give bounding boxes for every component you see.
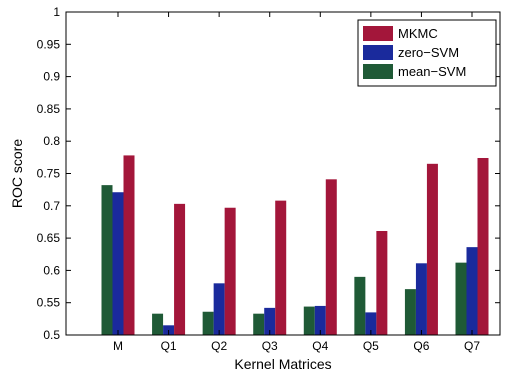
- bar-q3-mean-svm: [253, 313, 265, 335]
- x-tick-label: M: [113, 339, 123, 353]
- x-tick-label: Q2: [211, 339, 227, 353]
- bar-q2-zero-svm: [213, 283, 225, 335]
- y-tick-label: 0.85: [37, 102, 61, 116]
- bar-q4-mkmc: [325, 179, 337, 335]
- y-tick-label: 0.7: [43, 199, 60, 213]
- bar-q7-mkmc: [477, 157, 489, 335]
- legend-label: mean−SVM: [398, 64, 466, 79]
- legend-swatch: [363, 64, 393, 79]
- y-tick-label: 0.9: [43, 70, 60, 84]
- x-tick-label: Q4: [312, 339, 328, 353]
- y-tick-label: 1: [53, 5, 60, 19]
- bar-q5-mean-svm: [354, 276, 366, 335]
- x-tick-label: Q3: [262, 339, 278, 353]
- x-tick-label: Q1: [161, 339, 177, 353]
- y-tick-label: 0.65: [37, 231, 61, 245]
- bar-q6-mean-svm: [404, 289, 416, 335]
- y-tick-label: 0.75: [37, 167, 61, 181]
- x-tick-label: Q7: [464, 339, 480, 353]
- bar-q2-mean-svm: [202, 311, 214, 335]
- bar-q1-mkmc: [174, 203, 186, 335]
- bar-m-zero-svm: [112, 192, 124, 335]
- x-tick-label: Q6: [413, 339, 429, 353]
- bar-m-mean-svm: [101, 185, 113, 335]
- bar-q4-zero-svm: [314, 305, 326, 335]
- legend-swatch: [363, 26, 393, 41]
- y-tick-label: 0.5: [43, 328, 60, 342]
- y-tick-label: 0.95: [37, 37, 61, 51]
- bar-q4-mean-svm: [303, 306, 315, 335]
- y-tick-label: 0.8: [43, 134, 60, 148]
- y-axis-label: ROC score: [9, 139, 25, 208]
- x-axis-label: Kernel Matrices: [234, 356, 331, 372]
- bar-q7-mean-svm: [455, 262, 467, 335]
- y-tick-label: 0.55: [37, 296, 61, 310]
- x-axis-ticks: M Q1 Q2 Q3 Q4 Q5 Q6 Q7: [113, 12, 480, 353]
- bar-m-mkmc: [123, 155, 135, 335]
- bar-q2-mkmc: [224, 207, 236, 335]
- x-tick-label: Q5: [363, 339, 379, 353]
- legend-swatch: [363, 45, 393, 60]
- y-tick-label: 0.6: [43, 263, 60, 277]
- bar-q5-mkmc: [376, 230, 388, 335]
- bar-q6-mkmc: [426, 163, 438, 335]
- bar-q7-zero-svm: [466, 247, 478, 335]
- bars-group: [101, 155, 489, 335]
- legend-label: MKMC: [398, 26, 438, 41]
- bar-q5-zero-svm: [365, 312, 377, 335]
- bar-q1-mean-svm: [152, 313, 164, 335]
- bar-q6-zero-svm: [415, 263, 427, 335]
- bar-q3-mkmc: [275, 200, 287, 335]
- y-axis-ticks: 0.5 0.55 0.6 0.65 0.7 0.75 0.8 0.85 0.9 0.95 1: [37, 5, 500, 342]
- legend-label: zero−SVM: [398, 45, 459, 60]
- bar-q3-zero-svm: [264, 307, 276, 335]
- legend: MKMC zero−SVM mean−SVM: [357, 19, 497, 87]
